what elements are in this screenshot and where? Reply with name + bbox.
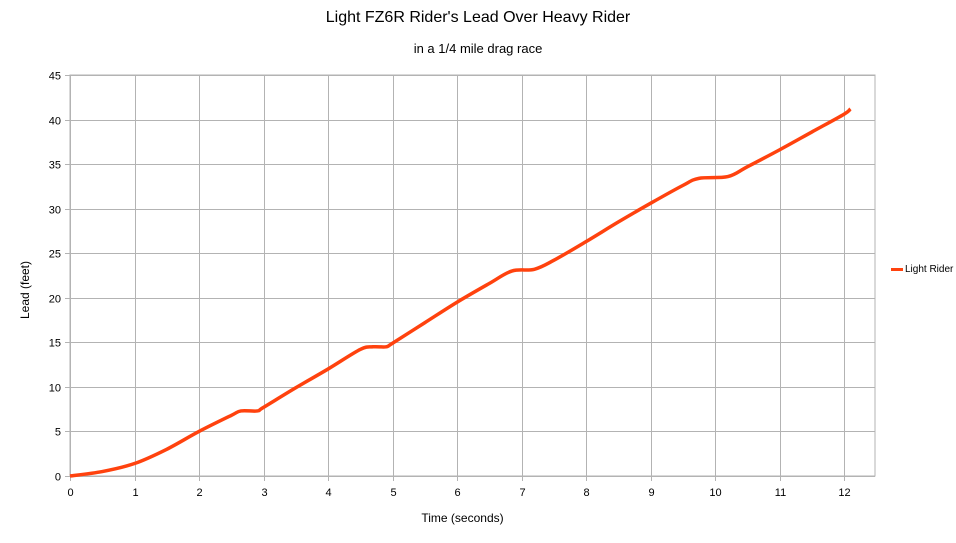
chart-title: Light FZ6R Rider's Lead Over Heavy Rider [325, 9, 631, 26]
x-axis-label: Time (seconds) [421, 511, 504, 525]
x-tick-label: 9 [648, 487, 654, 499]
y-tick-label: 30 [49, 205, 61, 217]
x-tick-label: 11 [775, 487, 786, 499]
y-tick-label: 45 [49, 71, 61, 83]
y-tick-label: 5 [55, 427, 61, 439]
x-tick-label: 7 [519, 487, 525, 499]
legend: Light Rider [891, 264, 953, 275]
y-axis-label: Lead (feet) [18, 260, 32, 320]
series-line-light-rider [69, 107, 852, 478]
y-tick-label: 10 [49, 383, 61, 395]
x-tick-label: 12 [838, 487, 850, 499]
x-tick-label: 3 [261, 487, 267, 499]
legend-label-light-rider: Light Rider [905, 264, 954, 275]
x-tick-label: 0 [67, 487, 73, 499]
legend-swatch-light-rider [891, 268, 903, 271]
y-tick-label: 20 [49, 294, 61, 306]
y-tick-label: 35 [49, 160, 61, 172]
x-tick-label: 1 [132, 487, 138, 499]
y-tick-label: 15 [49, 338, 61, 350]
x-tick-label: 6 [454, 487, 460, 499]
x-tick-label: 8 [583, 487, 589, 499]
x-tick-label: 10 [709, 487, 721, 499]
y-tick-label: 40 [49, 116, 61, 128]
x-tick-label: 5 [390, 487, 396, 499]
y-tick-label: 0 [55, 472, 61, 484]
plot-frame [69, 74, 876, 477]
y-tick-label: 25 [49, 249, 61, 261]
x-tick-label: 2 [196, 487, 202, 499]
chart-subtitle: in a 1/4 mile drag race [413, 41, 543, 56]
x-tick-label: 4 [325, 487, 331, 499]
